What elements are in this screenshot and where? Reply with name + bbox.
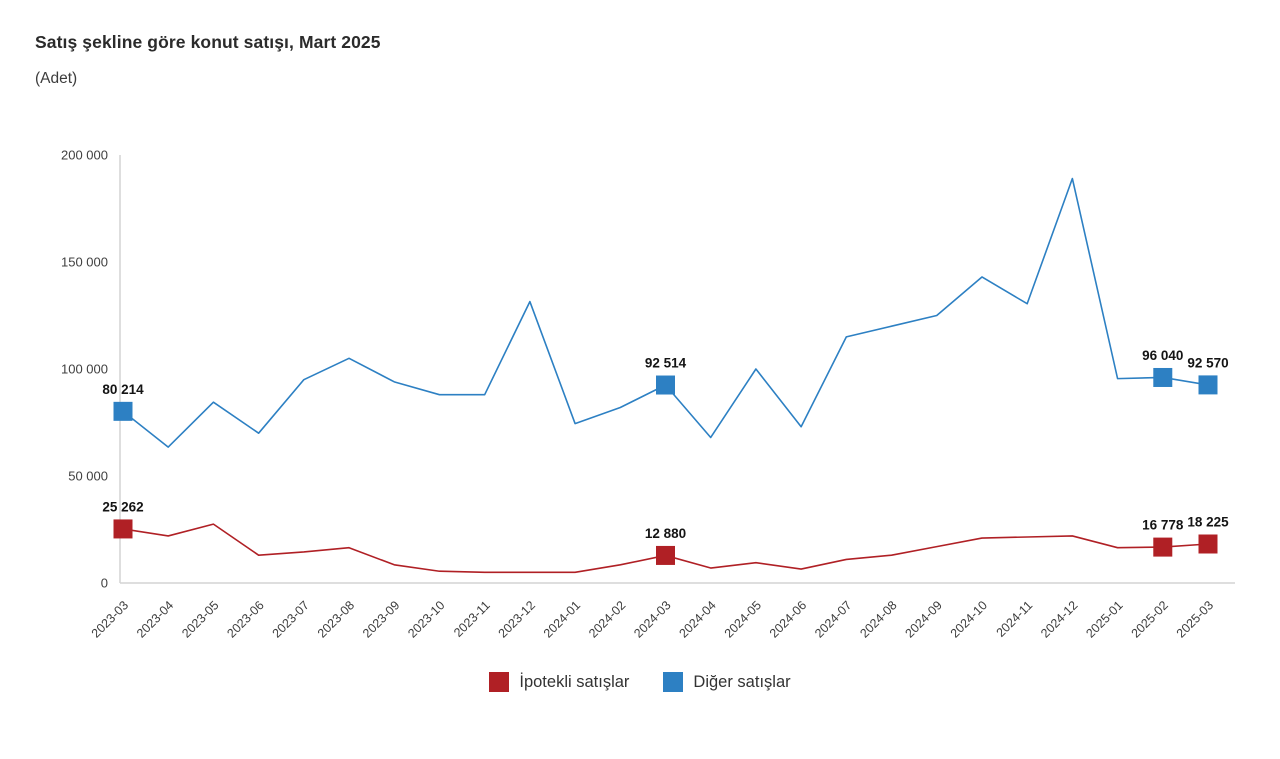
x-tick-label: 2023-07 xyxy=(270,598,312,640)
legend: İpotekli satışlar Diğer satışlar xyxy=(0,672,1280,692)
x-tick-label: 2025-03 xyxy=(1174,598,1216,640)
x-tick-label: 2024-09 xyxy=(903,598,945,640)
mortgaged-swatch-icon xyxy=(489,672,510,692)
y-tick-label: 100 000 xyxy=(61,362,108,377)
legend-label-ipotekli: İpotekli satışlar xyxy=(519,672,630,691)
y-tick-label: 200 000 xyxy=(61,148,108,163)
data-label-mortgaged: 18 225 xyxy=(1187,514,1229,529)
x-tick-label: 2023-04 xyxy=(134,598,176,640)
data-label-other: 80 214 xyxy=(102,382,144,397)
x-tick-label: 2025-01 xyxy=(1083,598,1125,640)
y-tick-label: 50 000 xyxy=(68,469,108,484)
x-tick-label: 2024-03 xyxy=(631,598,673,640)
series-line-other xyxy=(122,177,1209,448)
data-label-mortgaged: 16 778 xyxy=(1142,518,1184,533)
x-tick-label: 2023-09 xyxy=(360,598,402,640)
chart-unit-label: (Adet) xyxy=(35,70,78,87)
x-tick-label: 2024-11 xyxy=(994,598,1036,640)
data-label-mortgaged: 12 880 xyxy=(645,526,686,541)
data-marker-mortgaged xyxy=(1153,537,1173,557)
x-tick-label: 2023-05 xyxy=(179,598,221,640)
x-tick-label: 2024-07 xyxy=(812,598,854,640)
x-tick-label: 2024-10 xyxy=(948,598,990,640)
data-marker-mortgaged xyxy=(1198,534,1218,554)
data-marker-other xyxy=(656,375,675,395)
y-tick-label: 150 000 xyxy=(61,255,108,270)
data-label-other: 96 040 xyxy=(1142,348,1183,363)
data-label-mortgaged: 25 262 xyxy=(102,499,143,514)
x-tick-label: 2023-12 xyxy=(496,598,538,640)
x-tick-label: 2023-11 xyxy=(451,598,493,640)
data-marker-other xyxy=(1153,367,1173,387)
x-tick-label: 2024-06 xyxy=(767,598,809,640)
legend-item-ipotekli[interactable]: İpotekli satışlar xyxy=(489,672,629,692)
data-label-other: 92 570 xyxy=(1187,355,1228,370)
x-tick-label: 2024-05 xyxy=(722,598,764,640)
other-swatch-icon xyxy=(663,672,684,692)
x-tick-label: 2023-10 xyxy=(405,598,447,640)
x-tick-label: 2024-04 xyxy=(676,598,718,640)
legend-label-diger: Diğer satışlar xyxy=(693,672,791,691)
x-tick-label: 2024-02 xyxy=(586,598,628,640)
x-tick-label: 2024-01 xyxy=(541,598,583,640)
data-marker-other xyxy=(113,401,133,421)
x-tick-label: 2023-08 xyxy=(315,598,357,640)
x-tick-label: 2024-12 xyxy=(1038,598,1080,640)
x-tick-label: 2025-02 xyxy=(1129,598,1171,640)
x-tick-label: 2024-08 xyxy=(857,598,899,640)
legend-item-diger[interactable]: Diğer satışlar xyxy=(663,672,791,692)
data-label-other: 92 514 xyxy=(645,356,687,371)
x-tick-label: 2023-03 xyxy=(89,598,131,640)
chart-title: Satış şekline göre konut satışı, Mart 20… xyxy=(35,32,381,52)
data-marker-other xyxy=(1198,375,1218,395)
y-tick-label: 0 xyxy=(101,576,108,591)
data-marker-mortgaged xyxy=(656,545,675,565)
data-marker-mortgaged xyxy=(113,519,133,539)
x-tick-label: 2023-06 xyxy=(224,598,266,640)
